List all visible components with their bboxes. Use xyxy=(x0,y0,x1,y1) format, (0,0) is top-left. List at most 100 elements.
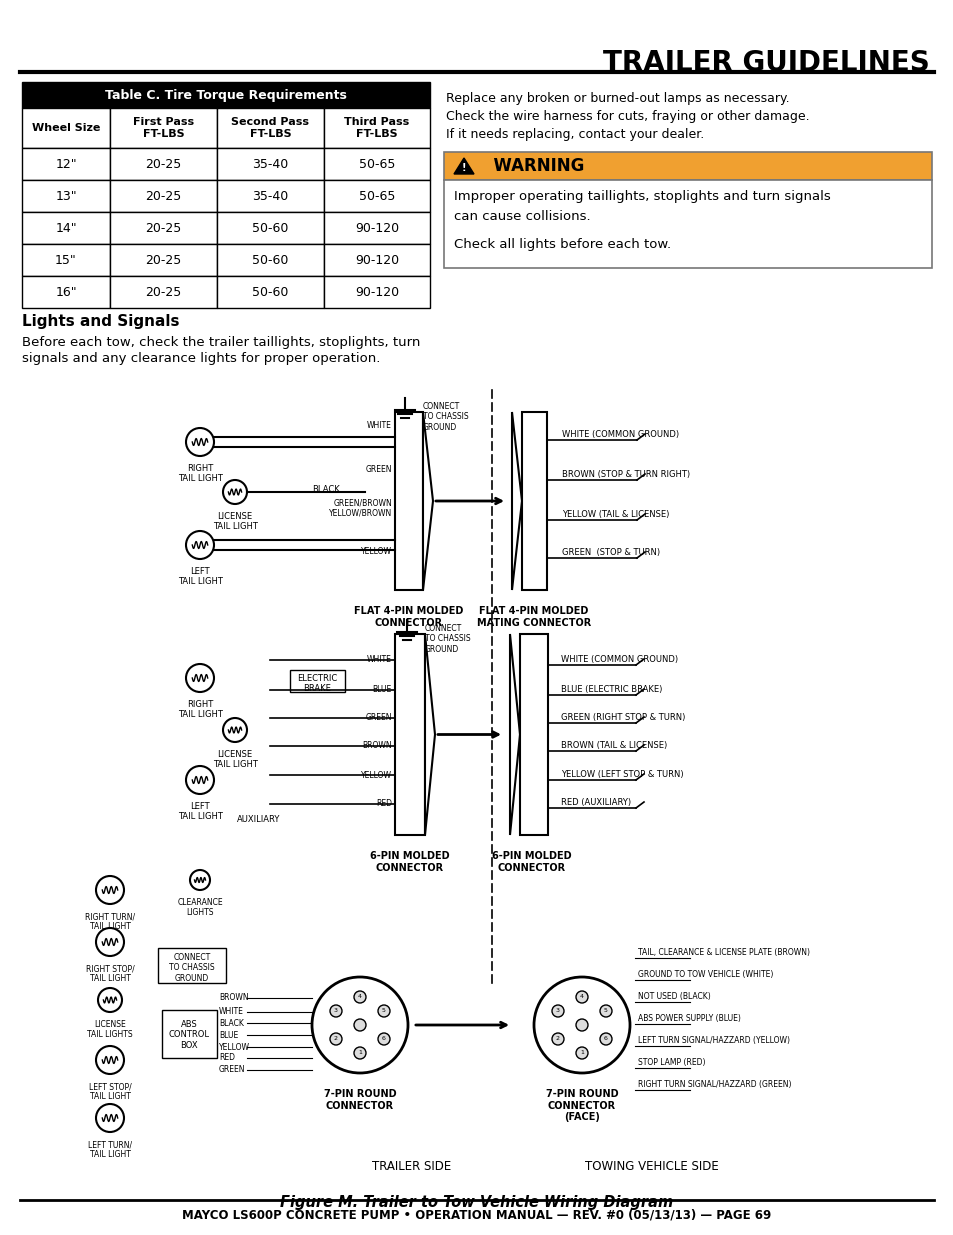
Bar xyxy=(290,671,345,692)
Circle shape xyxy=(354,1019,366,1031)
Bar xyxy=(110,107,216,148)
Text: 50-65: 50-65 xyxy=(358,189,395,203)
Text: CONNECT
TO CHASSIS
GROUND: CONNECT TO CHASSIS GROUND xyxy=(169,953,214,983)
Text: 6-PIN MOLDED
CONNECTOR: 6-PIN MOLDED CONNECTOR xyxy=(492,851,571,873)
Text: 7-PIN ROUND
CONNECTOR
(FACE): 7-PIN ROUND CONNECTOR (FACE) xyxy=(545,1089,618,1123)
Text: YELLOW (TAIL & LICENSE): YELLOW (TAIL & LICENSE) xyxy=(561,510,669,519)
Bar xyxy=(521,412,546,590)
Text: 90-120: 90-120 xyxy=(355,221,398,235)
Polygon shape xyxy=(510,634,519,835)
Text: STOP LAMP (RED): STOP LAMP (RED) xyxy=(638,1058,705,1067)
Text: LICENSE
TAIL LIGHT: LICENSE TAIL LIGHT xyxy=(213,513,257,531)
Text: TRAILER GUIDELINES: TRAILER GUIDELINES xyxy=(602,49,929,77)
Circle shape xyxy=(552,1032,563,1045)
Circle shape xyxy=(599,1032,612,1045)
Text: BLACK: BLACK xyxy=(219,1019,244,1028)
Text: Before each tow, check the trailer taillights, stoplights, turn: Before each tow, check the trailer taill… xyxy=(22,336,420,350)
Text: GREEN: GREEN xyxy=(219,1066,245,1074)
Text: 50-60: 50-60 xyxy=(252,221,289,235)
Text: 6: 6 xyxy=(603,1036,607,1041)
Polygon shape xyxy=(454,158,474,174)
Bar xyxy=(110,180,216,212)
Text: 50-60: 50-60 xyxy=(252,285,289,299)
Text: RED: RED xyxy=(219,1053,234,1062)
Text: 13": 13" xyxy=(55,189,77,203)
Bar xyxy=(324,148,430,180)
Text: 20-25: 20-25 xyxy=(145,189,181,203)
Text: YELLOW (LEFT STOP & TURN): YELLOW (LEFT STOP & TURN) xyxy=(560,769,683,779)
Text: ABS
CONTROL
BOX: ABS CONTROL BOX xyxy=(169,1020,210,1050)
Bar xyxy=(395,412,422,590)
Bar xyxy=(162,1010,216,1058)
Text: TAIL, CLEARANCE & LICENSE PLATE (BROWN): TAIL, CLEARANCE & LICENSE PLATE (BROWN) xyxy=(638,948,809,957)
Text: 35-40: 35-40 xyxy=(253,189,289,203)
Bar xyxy=(519,634,547,835)
Text: NOT USED (BLACK): NOT USED (BLACK) xyxy=(638,992,710,1002)
Text: RIGHT TURN/
TAIL LIGHT: RIGHT TURN/ TAIL LIGHT xyxy=(85,911,135,931)
Text: 1: 1 xyxy=(357,1051,361,1056)
Text: GREEN/BROWN
YELLOW/BROWN: GREEN/BROWN YELLOW/BROWN xyxy=(329,498,392,517)
Text: WHITE: WHITE xyxy=(367,420,392,430)
Circle shape xyxy=(576,1019,587,1031)
Bar xyxy=(110,275,216,308)
Text: 4: 4 xyxy=(579,994,583,999)
Text: 90-120: 90-120 xyxy=(355,285,398,299)
Text: FLAT 4-PIN MOLDED
MATING CONNECTOR: FLAT 4-PIN MOLDED MATING CONNECTOR xyxy=(476,606,591,627)
Text: LEFT
TAIL LIGHT: LEFT TAIL LIGHT xyxy=(177,567,222,587)
Text: Wheel Size: Wheel Size xyxy=(31,124,100,133)
Text: Lights and Signals: Lights and Signals xyxy=(22,314,179,329)
Text: First Pass
FT-LBS: First Pass FT-LBS xyxy=(132,117,193,140)
Bar xyxy=(110,148,216,180)
Text: !: ! xyxy=(461,163,466,173)
Text: TOWING VEHICLE SIDE: TOWING VEHICLE SIDE xyxy=(584,1160,719,1173)
Text: Figure M. Trailer to Tow Vehicle Wiring Diagram: Figure M. Trailer to Tow Vehicle Wiring … xyxy=(280,1195,673,1210)
Circle shape xyxy=(377,1032,390,1045)
Text: WHITE: WHITE xyxy=(219,1008,244,1016)
Circle shape xyxy=(354,990,366,1003)
Text: GREEN (RIGHT STOP & TURN): GREEN (RIGHT STOP & TURN) xyxy=(560,713,684,722)
Text: GROUND TO TOW VEHICLE (WHITE): GROUND TO TOW VEHICLE (WHITE) xyxy=(638,969,773,979)
Text: Replace any broken or burned-out lamps as necessary.: Replace any broken or burned-out lamps a… xyxy=(446,91,789,105)
Circle shape xyxy=(377,1005,390,1016)
Text: RIGHT STOP/
TAIL LIGHT: RIGHT STOP/ TAIL LIGHT xyxy=(86,965,134,983)
Bar xyxy=(22,180,110,212)
Text: LEFT STOP/
TAIL LIGHT: LEFT STOP/ TAIL LIGHT xyxy=(89,1082,132,1102)
Text: YELLOW: YELLOW xyxy=(219,1042,250,1051)
Bar xyxy=(22,275,110,308)
Text: 3: 3 xyxy=(556,1009,559,1014)
Text: WARNING: WARNING xyxy=(481,157,584,175)
Bar xyxy=(324,107,430,148)
Text: BLACK: BLACK xyxy=(312,484,339,494)
Circle shape xyxy=(330,1032,341,1045)
Circle shape xyxy=(534,977,629,1073)
Text: BROWN: BROWN xyxy=(219,993,249,1003)
Text: 20-25: 20-25 xyxy=(145,158,181,170)
Text: 6: 6 xyxy=(381,1036,386,1041)
Text: BLUE (ELECTRIC BRAKE): BLUE (ELECTRIC BRAKE) xyxy=(560,685,661,694)
Text: 5: 5 xyxy=(603,1009,607,1014)
Bar xyxy=(324,180,430,212)
Text: BROWN (STOP & TURN RIGHT): BROWN (STOP & TURN RIGHT) xyxy=(561,471,689,479)
Bar xyxy=(443,152,931,180)
Circle shape xyxy=(330,1005,341,1016)
Polygon shape xyxy=(512,412,521,590)
Text: 3: 3 xyxy=(334,1009,337,1014)
Text: BLUE: BLUE xyxy=(219,1030,238,1040)
Circle shape xyxy=(576,990,587,1003)
Text: RIGHT TURN SIGNAL/HAZZARD (GREEN): RIGHT TURN SIGNAL/HAZZARD (GREEN) xyxy=(638,1079,791,1089)
Bar xyxy=(443,180,931,268)
Text: 12": 12" xyxy=(55,158,77,170)
Text: YELLOW: YELLOW xyxy=(360,771,392,779)
Text: WHITE: WHITE xyxy=(367,656,392,664)
Text: RED: RED xyxy=(375,799,392,809)
Text: 14": 14" xyxy=(55,221,77,235)
Circle shape xyxy=(354,1047,366,1058)
Text: CONNECT
TO CHASSIS
GROUND: CONNECT TO CHASSIS GROUND xyxy=(422,403,468,432)
Bar xyxy=(22,82,430,107)
Polygon shape xyxy=(422,412,433,590)
Text: 7-PIN ROUND
CONNECTOR: 7-PIN ROUND CONNECTOR xyxy=(323,1089,395,1110)
Text: RIGHT
TAIL LIGHT: RIGHT TAIL LIGHT xyxy=(177,700,222,720)
Bar xyxy=(22,107,110,148)
Bar xyxy=(395,634,424,835)
Bar xyxy=(110,212,216,245)
